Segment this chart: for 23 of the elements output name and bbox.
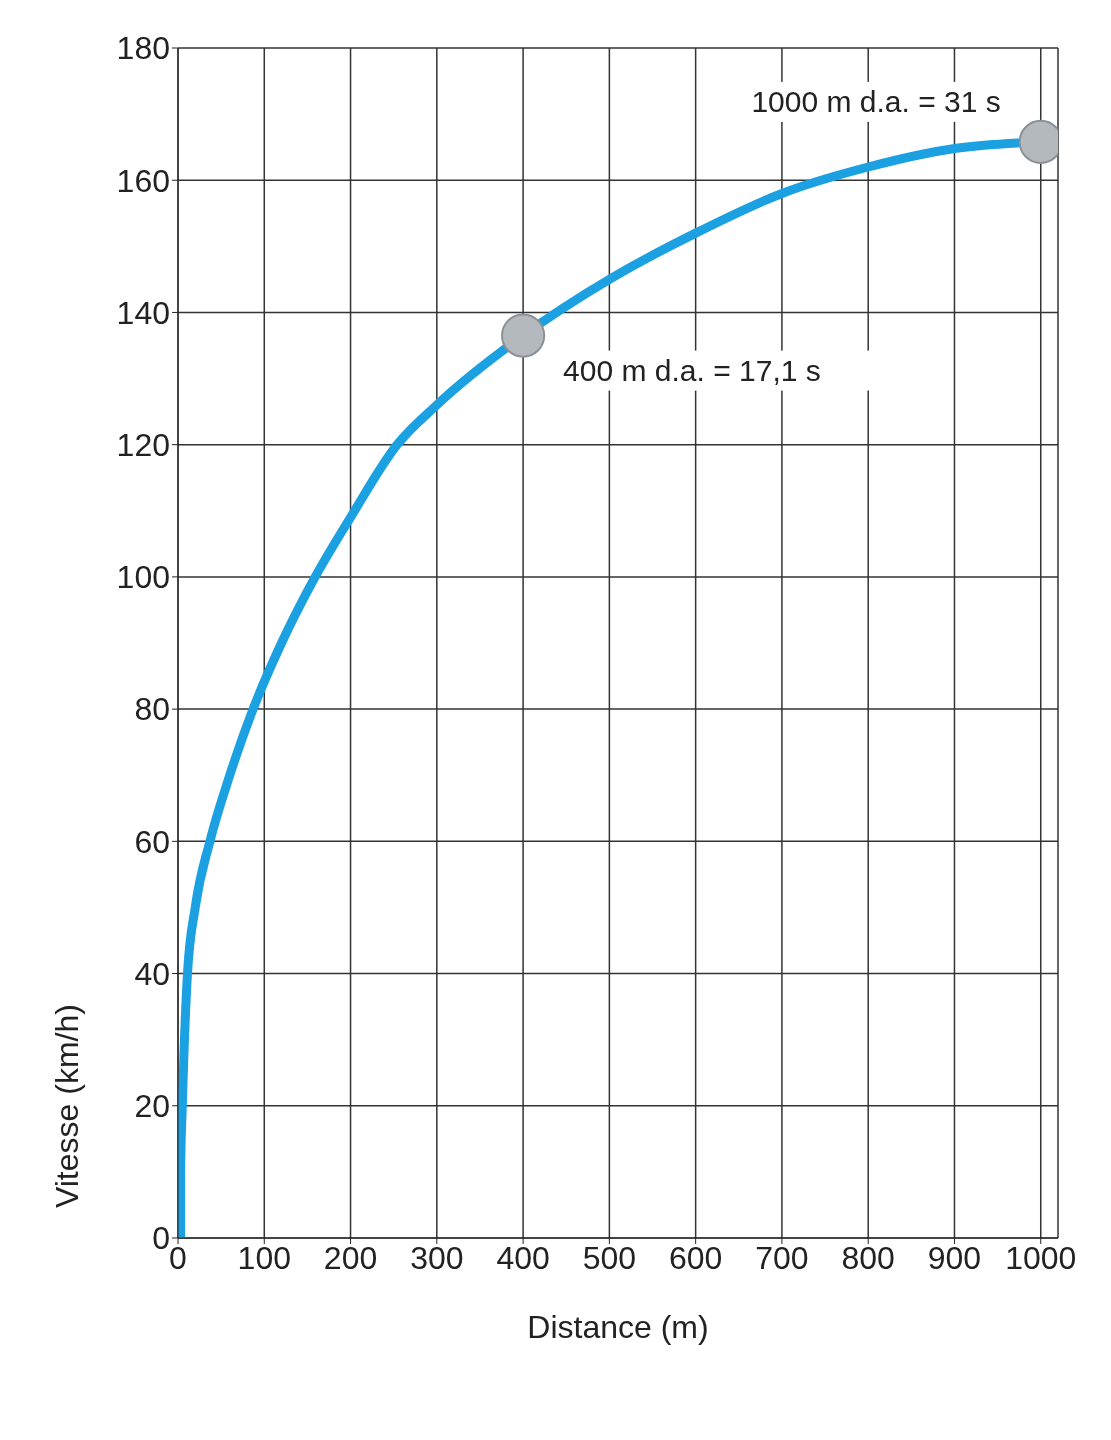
x-tick-label: 400 <box>496 1239 550 1276</box>
x-tick-label: 200 <box>323 1239 378 1276</box>
y-tick-label: 140 <box>116 294 170 331</box>
x-tick-label: 300 <box>410 1239 464 1276</box>
y-tick-label: 20 <box>134 1088 170 1125</box>
x-tick-label: 100 <box>237 1239 291 1276</box>
y-tick-label: 180 <box>116 30 170 67</box>
y-tick-label: 40 <box>134 955 170 992</box>
y-tick-label: 100 <box>116 559 170 596</box>
x-tick-label: 900 <box>927 1239 982 1276</box>
x-tick-label: 700 <box>755 1239 809 1276</box>
y-tick-label: 120 <box>116 427 170 464</box>
annotation: 400 m d.a. = 17,1 s <box>563 353 821 387</box>
x-tick-label: 1000 <box>1005 1239 1077 1276</box>
y-axis-title: Vitesse (km/h) <box>49 1004 85 1208</box>
y-tick-label: 80 <box>134 691 170 728</box>
y-tick-label: 160 <box>116 162 170 199</box>
x-axis-title: Distance (m) <box>527 1309 709 1345</box>
x-tick-label: 600 <box>668 1239 723 1276</box>
x-tick-label: 800 <box>841 1239 895 1276</box>
x-tick-label: 500 <box>582 1239 637 1276</box>
y-tick-label: 60 <box>134 823 170 860</box>
annotation: 1000 m d.a. = 31 s <box>751 84 1001 118</box>
